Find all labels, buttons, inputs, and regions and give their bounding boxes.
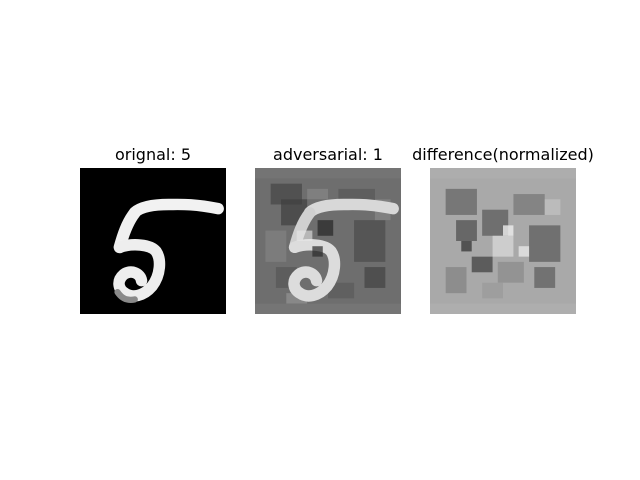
panel-adversarial: adversarial: 1	[228, 140, 428, 320]
panel-original: orignal: 5	[53, 140, 253, 320]
panel-title-original: orignal: 5	[114, 145, 191, 164]
difference-noise-graphic	[430, 168, 576, 314]
adversarial-digit-graphic	[255, 168, 401, 314]
panel-difference: difference(normalized)	[403, 140, 603, 320]
original-image	[80, 168, 226, 314]
adversarial-image	[255, 168, 401, 314]
difference-image	[430, 168, 576, 314]
original-digit-graphic	[80, 168, 226, 314]
panel-title-difference: difference(normalized)	[412, 145, 594, 164]
panel-title-adversarial: adversarial: 1	[273, 145, 383, 164]
